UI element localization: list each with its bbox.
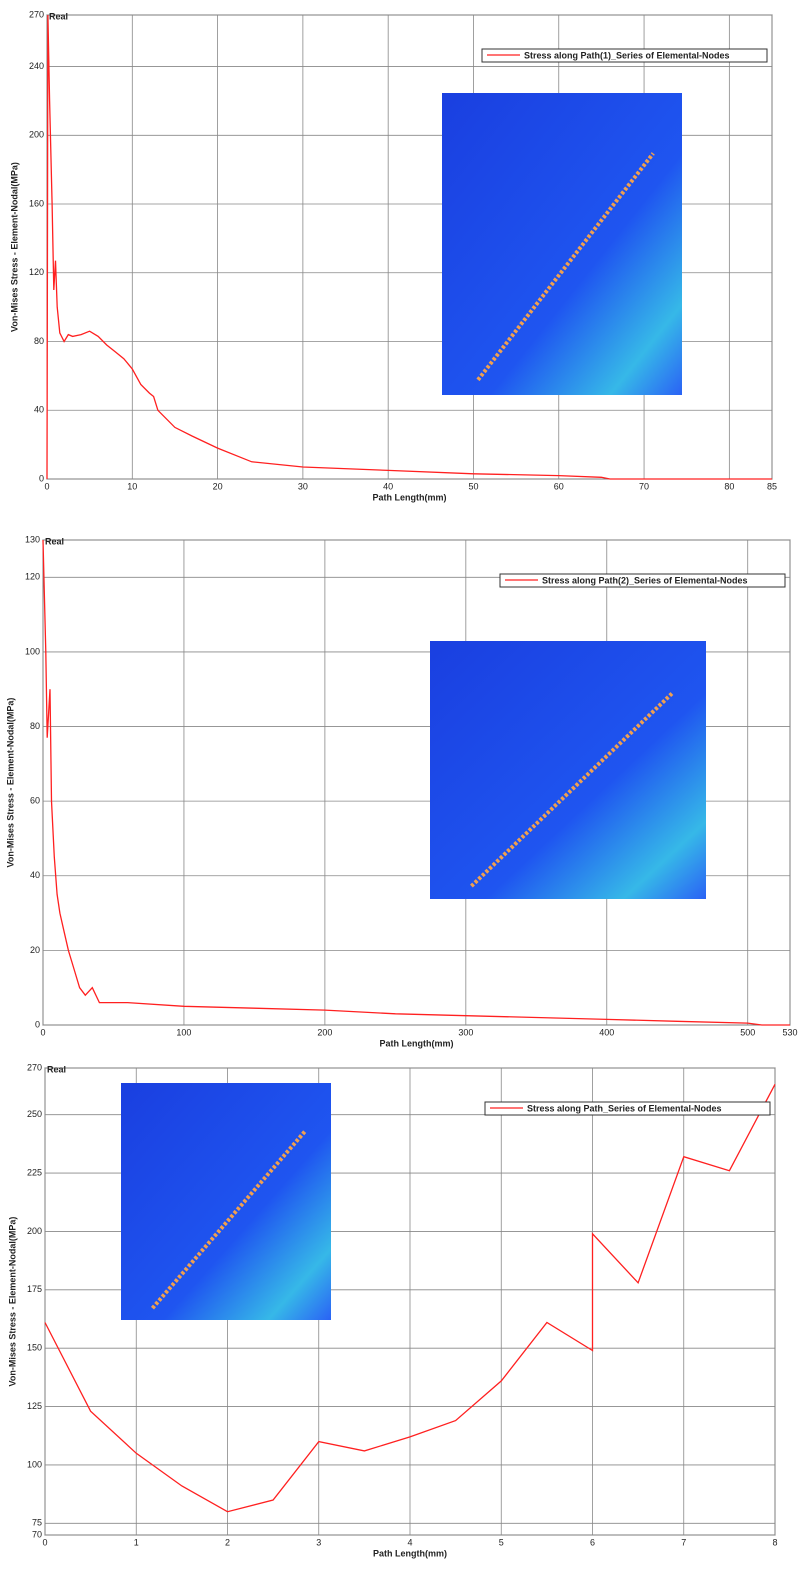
- y-tick-label: 120: [25, 572, 40, 582]
- legend-label: Stress along Path_Series of Elemental-No…: [527, 1103, 722, 1113]
- x-tick-label: 0: [44, 481, 49, 491]
- y-tick-label: 125: [27, 1401, 42, 1411]
- x-tick-label: 7: [681, 1537, 686, 1547]
- y-tick-label: 150: [27, 1343, 42, 1353]
- x-tick-label: 8: [772, 1537, 777, 1547]
- x-tick-label: 3: [316, 1537, 321, 1547]
- y-tick-label: 250: [27, 1109, 42, 1119]
- y-tick-label: 75: [32, 1518, 42, 1528]
- y-tick-label: 270: [29, 9, 44, 19]
- x-tick-label: 500: [740, 1027, 755, 1037]
- y-tick-label: 130: [25, 534, 40, 544]
- x-tick-label: 0: [40, 1027, 45, 1037]
- y-tick-label: 240: [29, 61, 44, 71]
- x-tick-label: 6: [590, 1537, 595, 1547]
- inset-image: [430, 641, 706, 899]
- y-tick-label: 70: [32, 1529, 42, 1539]
- inset-image: [442, 93, 682, 395]
- x-tick-label: 1: [134, 1537, 139, 1547]
- x-tick-label: 200: [317, 1027, 332, 1037]
- corner-label: Real: [45, 536, 64, 546]
- y-tick-label: 100: [25, 646, 40, 656]
- x-axis-title: Path Length(mm): [373, 1548, 447, 1558]
- x-tick-label: 400: [599, 1027, 614, 1037]
- y-axis-title: Von-Mises Stress - Element-Nodal(MPa): [9, 162, 19, 332]
- y-tick-label: 40: [30, 870, 40, 880]
- page: 040801201602002402700102030405060708085R…: [0, 0, 800, 1570]
- y-tick-label: 0: [35, 1019, 40, 1029]
- x-axis-title: Path Length(mm): [380, 1038, 454, 1048]
- y-tick-label: 0: [39, 473, 44, 483]
- x-tick-label: 10: [127, 481, 137, 491]
- x-tick-label: 2: [225, 1537, 230, 1547]
- y-tick-label: 270: [27, 1062, 42, 1072]
- x-tick-label: 80: [724, 481, 734, 491]
- x-tick-label: 0: [42, 1537, 47, 1547]
- y-tick-label: 200: [29, 130, 44, 140]
- x-tick-label: 530: [782, 1027, 797, 1037]
- corner-label: Real: [49, 11, 68, 21]
- legend-label: Stress along Path(2)_Series of Elemental…: [542, 575, 748, 585]
- x-tick-label: 70: [639, 481, 649, 491]
- y-tick-label: 175: [27, 1284, 42, 1294]
- x-tick-label: 40: [383, 481, 393, 491]
- corner-label: Real: [47, 1064, 66, 1074]
- x-tick-label: 50: [468, 481, 478, 491]
- y-axis-title: Von-Mises Stress - Element-Nodal(MPa): [5, 698, 15, 868]
- x-tick-label: 300: [458, 1027, 473, 1037]
- y-tick-label: 60: [30, 796, 40, 806]
- y-tick-label: 225: [27, 1167, 42, 1177]
- y-tick-label: 20: [30, 945, 40, 955]
- y-tick-label: 80: [30, 721, 40, 731]
- x-tick-label: 60: [554, 481, 564, 491]
- x-axis-title: Path Length(mm): [373, 492, 447, 502]
- x-tick-label: 30: [298, 481, 308, 491]
- y-tick-label: 80: [34, 336, 44, 346]
- y-tick-label: 160: [29, 198, 44, 208]
- y-axis-title: Von-Mises Stress - Element-Nodal(MPa): [7, 1217, 17, 1387]
- x-tick-label: 20: [213, 481, 223, 491]
- y-tick-label: 100: [27, 1459, 42, 1469]
- x-tick-label: 5: [499, 1537, 504, 1547]
- legend-label: Stress along Path(1)_Series of Elemental…: [524, 50, 730, 60]
- inset-image: [121, 1083, 331, 1320]
- x-tick-label: 4: [407, 1537, 412, 1547]
- x-tick-label: 85: [767, 481, 777, 491]
- y-tick-label: 40: [34, 405, 44, 415]
- y-tick-label: 200: [27, 1226, 42, 1236]
- x-tick-label: 100: [176, 1027, 191, 1037]
- y-tick-label: 120: [29, 267, 44, 277]
